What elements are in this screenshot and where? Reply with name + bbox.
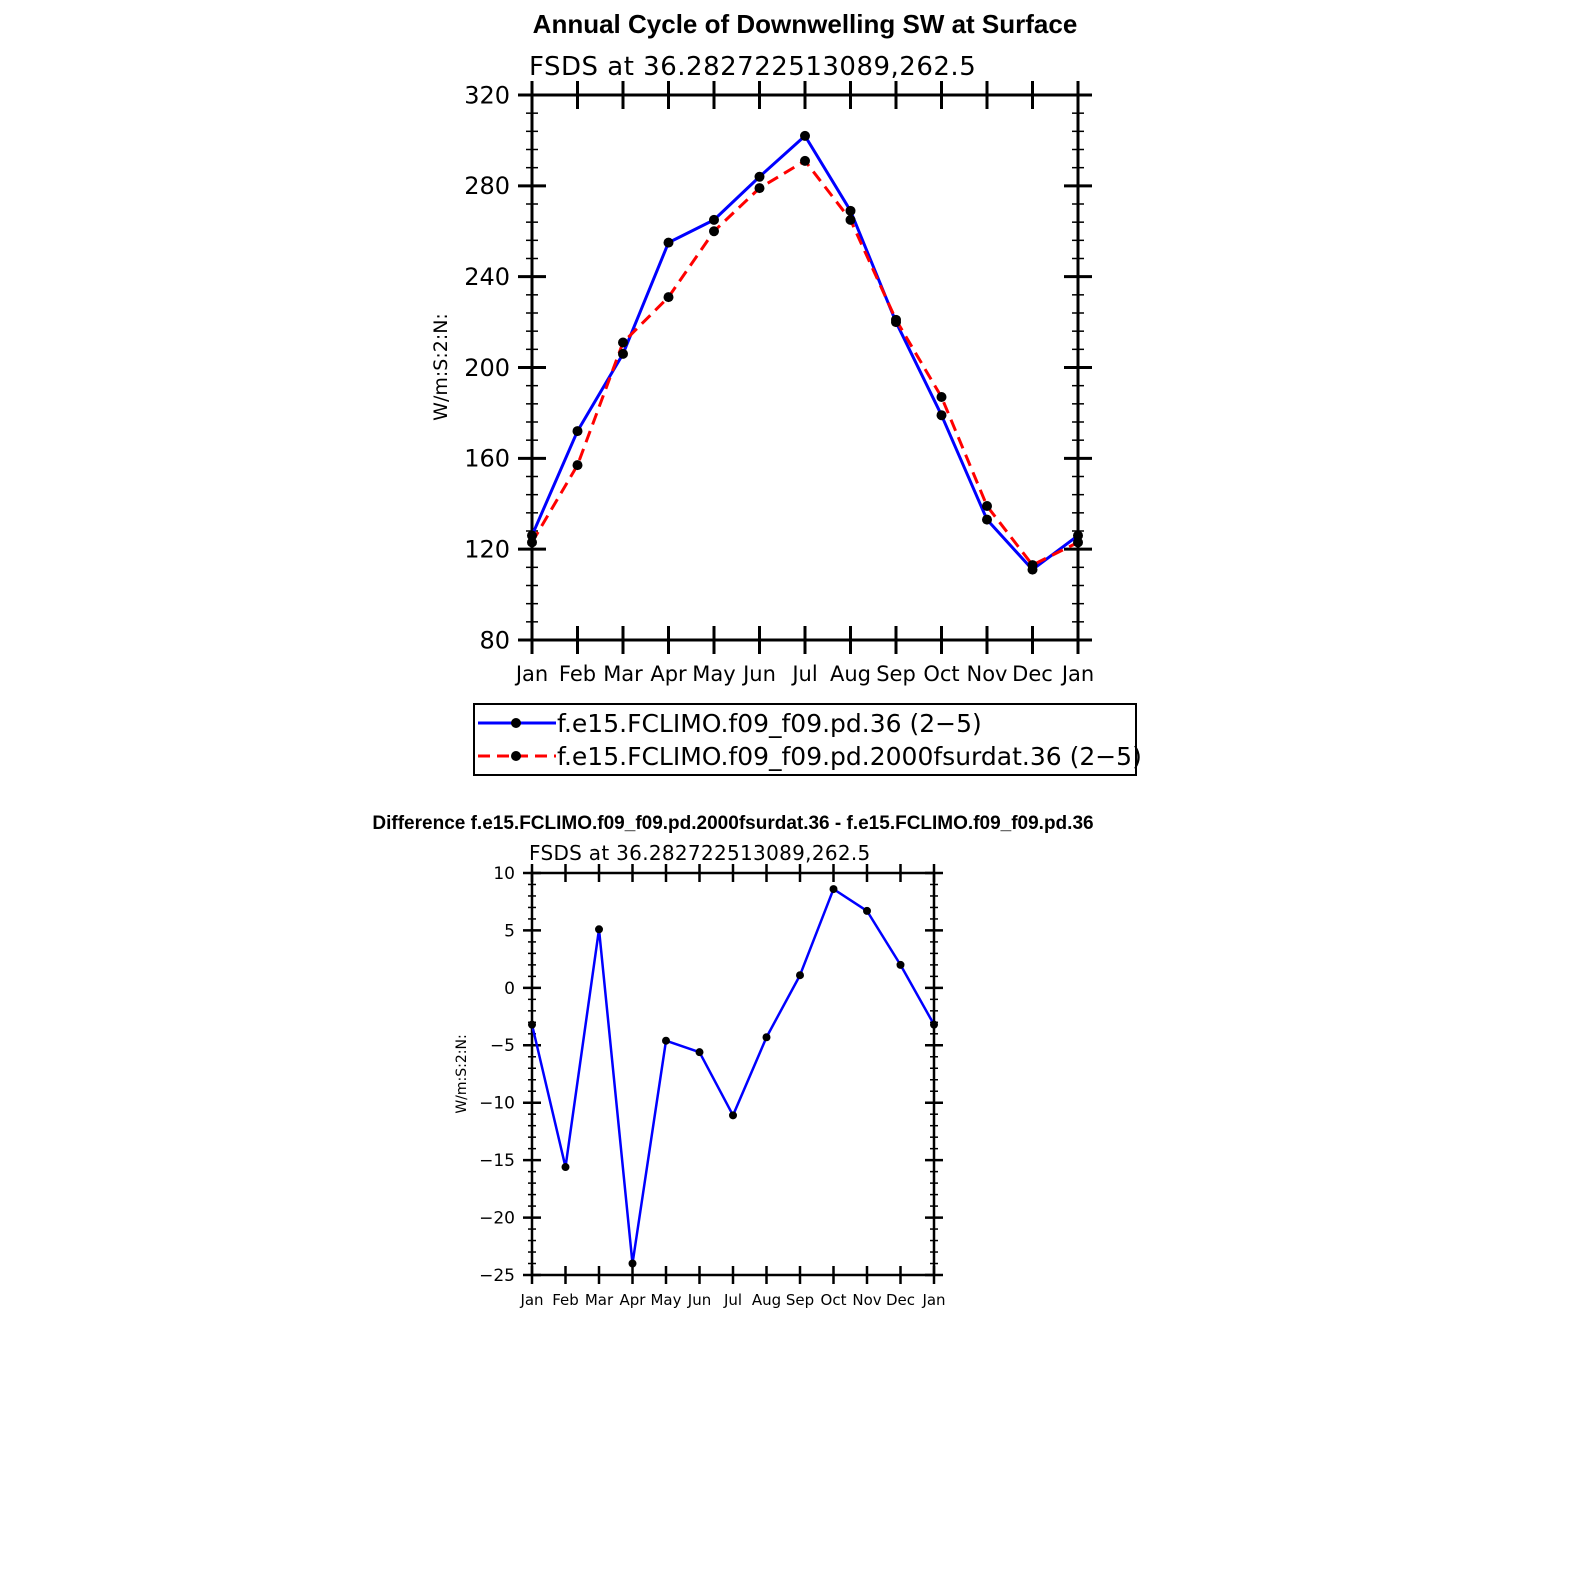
chart2-series-1-point	[930, 1020, 938, 1029]
chart2-x-tick-label: Nov	[852, 1291, 881, 1309]
chart2-series-1-point	[695, 1048, 704, 1057]
chart1-y-tick-label: 160	[464, 445, 510, 473]
chart1-series-2-point	[618, 337, 628, 348]
chart1-series-2-point	[709, 226, 719, 237]
chart1-y-tick-label: 120	[464, 536, 510, 564]
chart2-x-tick-label: Sep	[786, 1291, 814, 1309]
chart2-subtitle: FSDS at 36.282722513089,262.5	[529, 841, 871, 865]
chart1-series-1-point	[572, 426, 583, 437]
chart1-legend: f.e15.FCLIMO.f09_f09.pd.36 (2−5) f.e15.F…	[473, 703, 1142, 776]
chart2-series-1-point	[561, 1163, 570, 1172]
chart1-x-tick-label: May	[692, 662, 735, 686]
chart2-x-tick-label: Jan	[921, 1291, 945, 1309]
chart1-x-tick-label: Feb	[559, 662, 596, 686]
chart1-series-1-point	[709, 214, 719, 225]
legend-series-2-label: f.e15.FCLIMO.f09_f09.pd.2000fsurdat.36 (…	[557, 742, 1142, 771]
chart2-x-tick-label: Apr	[620, 1291, 647, 1309]
chart1-x-tick-label: Oct	[923, 662, 959, 686]
chart1-series-2-point	[754, 183, 765, 194]
chart1-series-1-point	[663, 237, 674, 248]
chart1-series-2-point	[1073, 537, 1083, 548]
chart2-x-tick-label: Aug	[752, 1291, 781, 1309]
chart1-y-tick-label: 80	[479, 626, 510, 654]
chart1-series-2-point	[1027, 560, 1038, 571]
chart2-y-tick-label: −15	[479, 1151, 515, 1171]
chart2-series-1-point	[762, 1033, 771, 1042]
chart1-series-2-point	[800, 155, 810, 166]
chart1-y-tick-label: 200	[464, 354, 510, 382]
chart1-y-axis-label: W/m:S:2:N:	[430, 313, 452, 421]
chart1-x-tick-label: Aug	[830, 662, 871, 686]
chart2-series-1-point	[662, 1036, 670, 1045]
chart2-title: Difference f.e15.FCLIMO.f09_f09.pd.2000f…	[372, 813, 1093, 834]
chart1-x-tick-label: Jan	[514, 662, 548, 686]
chart1-series-2-point	[663, 292, 674, 303]
chart2-x-tick-label: Jul	[723, 1291, 742, 1309]
chart1-subtitle: FSDS at 36.282722513089,262.5	[529, 52, 976, 82]
chart2-x-tick-label: Feb	[552, 1291, 579, 1309]
chart1-series-2-point	[891, 314, 901, 325]
chart1-y-tick-label: 320	[464, 81, 510, 109]
chart1-x-tick-label: Dec	[1012, 662, 1053, 686]
chart2-x-tick-label: Dec	[886, 1291, 915, 1309]
chart1-series-1-point	[936, 410, 947, 421]
chart2-y-tick-label: −25	[479, 1266, 515, 1286]
chart2-y-tick-label: −5	[490, 1036, 515, 1056]
chart1-plot-area: 80 120 160 200 240 280 320 Jan Feb Mar Apr May Jun Ju…	[464, 81, 1094, 686]
chart1-series-2-point	[527, 537, 537, 548]
chart1-series-1-point	[754, 171, 765, 182]
chart1-series-1-point	[845, 205, 856, 216]
chart2-frame	[530, 871, 936, 1277]
chart1-series-1-line	[530, 134, 1079, 572]
chart1-series-2-point	[982, 501, 992, 512]
chart1-series-2-point	[845, 214, 856, 225]
chart2-series-1-point	[829, 885, 838, 894]
chart1-x-tick-label: Jan	[1060, 662, 1094, 686]
chart2-series-1-point	[628, 1259, 637, 1268]
chart2-y-tick-label: −10	[479, 1094, 515, 1114]
chart1-x-tick-label: Nov	[967, 662, 1008, 686]
legend-series-2-marker	[511, 751, 521, 761]
chart2-x-tick-label: Jun	[687, 1291, 711, 1309]
chart1-x-tick-label: Mar	[603, 662, 643, 686]
chart2-series-1-point	[896, 960, 905, 969]
chart2-series-1-point	[528, 1020, 536, 1029]
chart2-plot-area: −25 −20 −15 −10 −5 0 5 10 Jan Feb Mar Apr May Jun Jul A…	[479, 864, 945, 1309]
chart1-series-2-point	[936, 392, 947, 403]
chart2-series-1-point	[796, 971, 804, 980]
legend-series-1-label: f.e15.FCLIMO.f09_f09.pd.36 (2−5)	[557, 709, 982, 738]
chart1-y-tick-label: 240	[464, 263, 510, 291]
chart2-series-1-line	[530, 887, 936, 1265]
chart2-x-tick-label: Jan	[519, 1291, 543, 1309]
legend-series-1-marker	[511, 718, 521, 728]
chart1-x-tick-label: Sep	[876, 662, 916, 686]
chart2-y-tick-label: 10	[493, 864, 515, 884]
chart2-x-tick-label: Oct	[821, 1291, 847, 1309]
chart1-series-1-point	[982, 514, 992, 525]
chart2-series-1-point	[729, 1111, 737, 1120]
chart2-y-tick-label: 5	[504, 921, 515, 941]
chart2-y-tick-label: 0	[504, 979, 515, 999]
chart2-series-1-point	[595, 925, 603, 934]
chart2-y-axis-label: W/m:S:2:N:	[454, 1034, 470, 1113]
chart1-series-2-line	[530, 159, 1079, 567]
chart1-x-tick-label: Apr	[650, 662, 687, 686]
chart2-x-tick-label: May	[650, 1291, 681, 1309]
chart1-series-1-point	[618, 348, 628, 359]
chart1-y-tick-label: 280	[464, 172, 510, 200]
chart2-series-1-point	[863, 906, 871, 915]
chart1-series-2-point	[572, 460, 583, 471]
chart1-x-tick-label: Jun	[741, 662, 776, 686]
chart1-series-1-point	[800, 130, 810, 141]
legend-frame	[473, 703, 1137, 776]
chart2-y-tick-label: −20	[479, 1209, 515, 1229]
chart2-x-tick-label: Mar	[585, 1291, 614, 1309]
chart1-title: Annual Cycle of Downwelling SW at Surfac…	[533, 9, 1078, 39]
chart1-x-tick-label: Jul	[790, 662, 817, 686]
